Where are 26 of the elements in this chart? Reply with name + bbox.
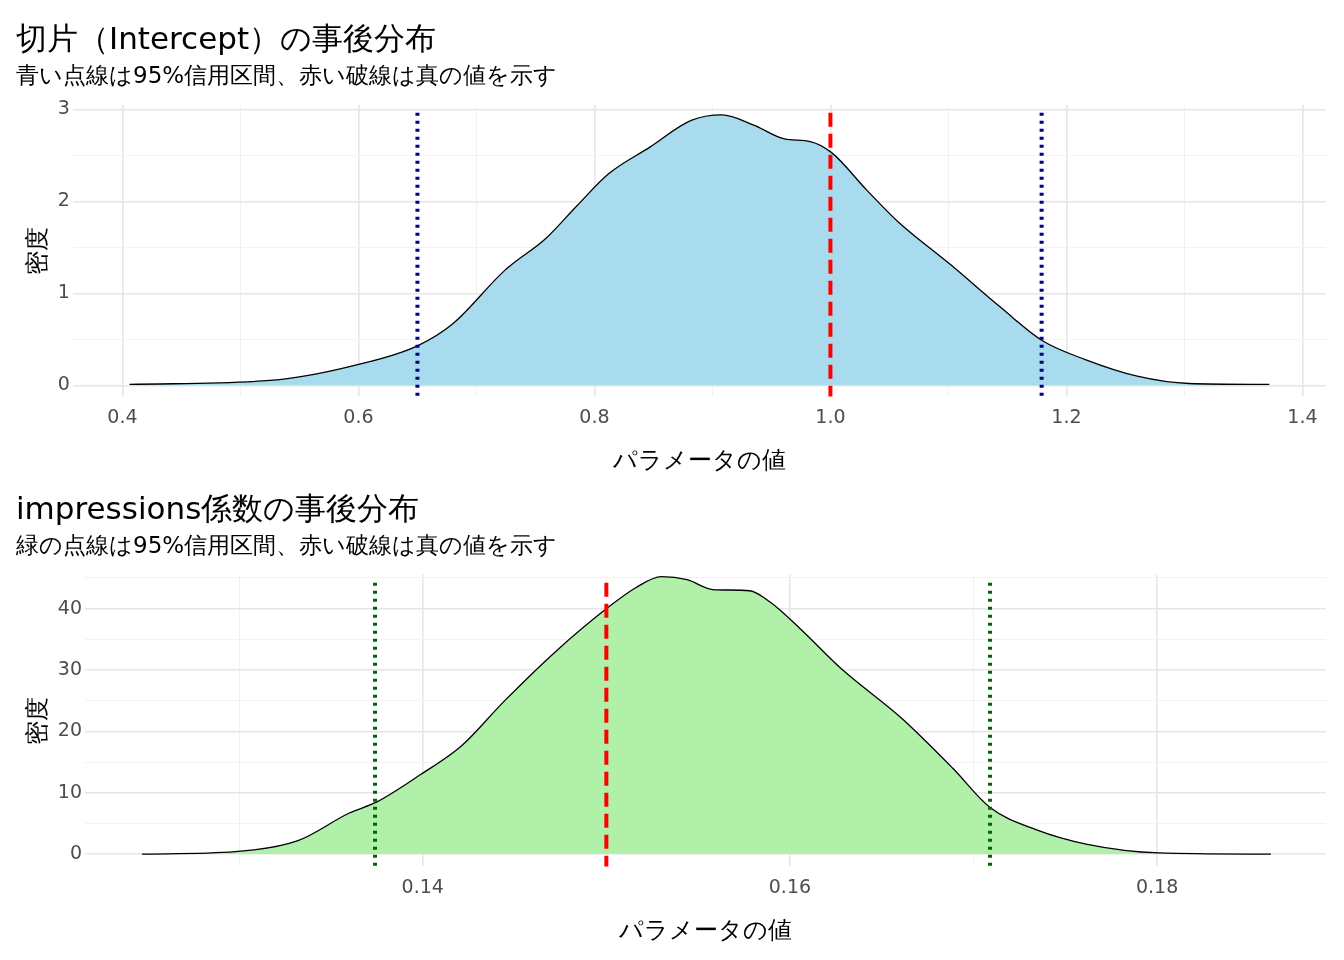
x-axis-title: パラメータの値: [611, 445, 786, 474]
x-tick-label: 1.4: [1287, 404, 1318, 427]
y-tick-label: 2: [57, 188, 70, 211]
y-tick-label: 0: [57, 372, 70, 395]
x-axis-title: パラメータの値: [617, 915, 792, 944]
chart-subtitle: 青い点線は95%信用区間、赤い破線は真の値を示す: [16, 61, 558, 88]
chart-title: 切片（Intercept）の事後分布: [16, 19, 437, 56]
x-tick-label: 0.4: [107, 404, 138, 427]
y-axis-title: 密度: [22, 226, 51, 275]
x-tick-label: 0.8: [579, 404, 610, 427]
y-axis-title: 密度: [22, 696, 51, 745]
x-tick-label: 0.16: [768, 874, 812, 897]
chart-title: impressions係数の事後分布: [16, 489, 420, 526]
y-tick-label: 40: [57, 595, 82, 618]
chart-subtitle: 緑の点線は95%信用区間、赤い破線は真の値を示す: [15, 531, 558, 558]
y-tick-label: 1: [57, 280, 70, 303]
y-tick-label: 10: [57, 779, 82, 802]
x-tick-label: 0.6: [343, 404, 374, 427]
x-tick-label: 0.14: [401, 874, 444, 897]
x-tick-label: 1.2: [1051, 404, 1082, 427]
y-tick-label: 30: [57, 656, 82, 679]
y-tick-label: 3: [57, 96, 70, 119]
x-tick-label: 0.18: [1135, 874, 1179, 897]
y-tick-label: 0: [69, 841, 82, 864]
y-tick-label: 20: [57, 718, 82, 741]
x-tick-label: 1.0: [815, 404, 846, 427]
